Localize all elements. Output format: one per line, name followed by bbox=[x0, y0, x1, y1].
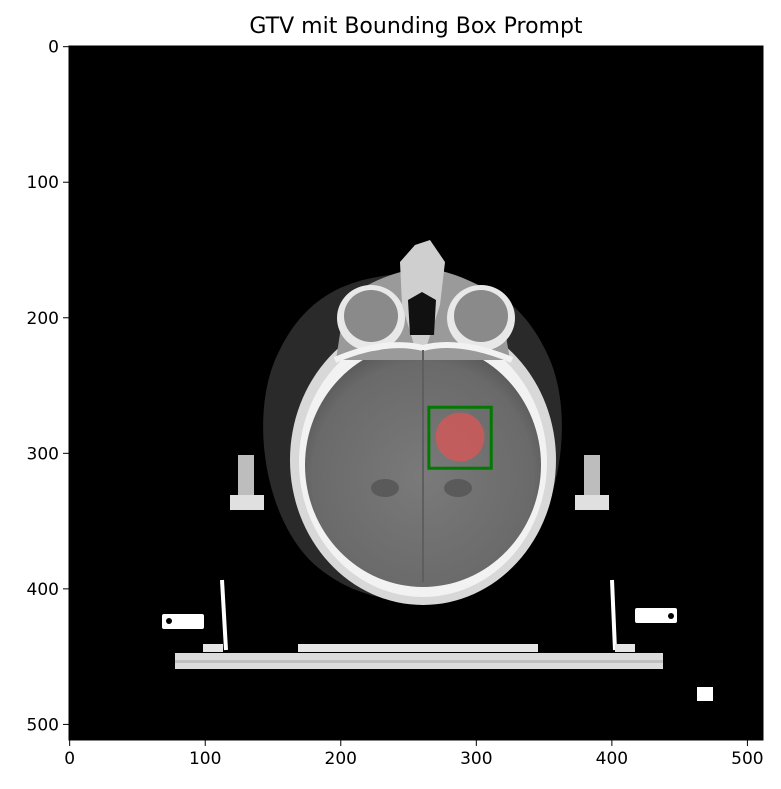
left-ventricle bbox=[371, 479, 399, 497]
y-tick-label: 100 bbox=[27, 173, 59, 193]
x-axis: 0 100 200 300 400 500 bbox=[64, 740, 764, 769]
y-axis: 0 100 200 300 400 500 bbox=[27, 38, 69, 735]
y-tick-label: 500 bbox=[27, 715, 59, 735]
x-tick-label: 0 bbox=[64, 749, 75, 769]
right-ventricle bbox=[444, 479, 472, 497]
x-tick-label: 400 bbox=[596, 749, 628, 769]
right-marker bbox=[635, 608, 677, 623]
corner-marker bbox=[697, 687, 713, 701]
left-clamp bbox=[238, 455, 254, 495]
axes-frame bbox=[68, 45, 764, 741]
right-marker-dot bbox=[668, 613, 674, 619]
ct-image bbox=[69, 46, 763, 740]
anterior-skull-base bbox=[333, 342, 514, 363]
left-marker bbox=[162, 614, 204, 629]
left-eye bbox=[344, 290, 398, 342]
y-tick-label: 400 bbox=[27, 580, 59, 600]
table-top-plate bbox=[298, 644, 538, 652]
ct-table-edge bbox=[175, 660, 663, 663]
bounding-box bbox=[427, 405, 493, 470]
x-tick-label: 100 bbox=[189, 749, 221, 769]
right-clamp bbox=[584, 455, 600, 495]
gtv-mask bbox=[435, 412, 485, 462]
nasal-cavity bbox=[408, 292, 436, 335]
left-marker-dot bbox=[166, 618, 172, 624]
mask-frame-left bbox=[220, 579, 228, 651]
y-tick-label: 200 bbox=[27, 309, 59, 329]
y-tick-label: 300 bbox=[27, 444, 59, 464]
y-tick-label: 0 bbox=[48, 38, 59, 58]
x-tick-label: 500 bbox=[731, 749, 763, 769]
mask-frame-right bbox=[610, 579, 617, 651]
x-tick-label: 200 bbox=[325, 749, 357, 769]
x-tick-label: 300 bbox=[460, 749, 492, 769]
left-clamp-base bbox=[230, 495, 264, 510]
table-left-pad bbox=[203, 644, 223, 652]
right-eye bbox=[454, 290, 508, 342]
figure-title: GTV mit Bounding Box Prompt bbox=[249, 14, 583, 39]
right-clamp-base bbox=[575, 495, 609, 510]
table-right-pad bbox=[615, 644, 635, 652]
